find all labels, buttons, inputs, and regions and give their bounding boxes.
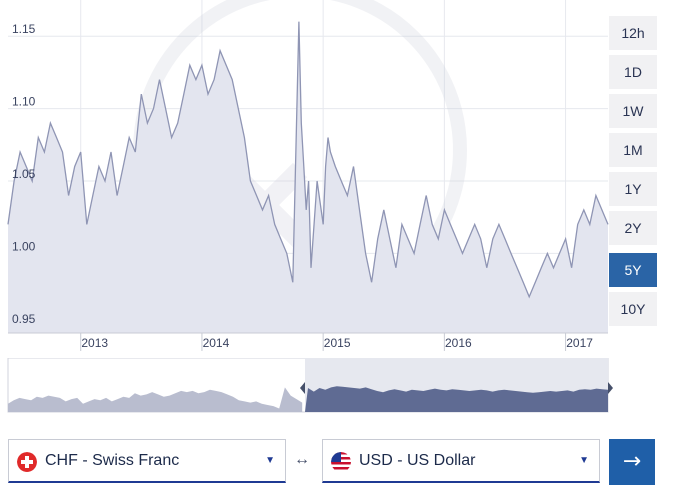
- y-tick-label: 1.05: [12, 167, 36, 181]
- x-axis-ticks: 2013 2014 2015 2016 2017: [80, 333, 593, 351]
- navigator-area-selected: [305, 386, 608, 412]
- navigator-area-unselected: [8, 387, 303, 412]
- x-tick-label: 2015: [324, 336, 351, 350]
- price-area: [8, 21, 608, 333]
- y-tick-label: 1.15: [12, 22, 36, 36]
- x-tick-label: 2013: [81, 336, 108, 350]
- swap-arrows-icon[interactable]: ↔: [294, 451, 310, 468]
- range-button-12h[interactable]: 12h: [609, 16, 657, 50]
- range-button-5y[interactable]: 5Y: [609, 253, 657, 287]
- y-tick-label: 0.95: [12, 312, 36, 326]
- range-button-1m[interactable]: 1M: [609, 133, 657, 167]
- range-button-1w[interactable]: 1W: [609, 94, 657, 128]
- x-tick-label: 2014: [203, 336, 230, 350]
- main-chart: 0.951.001.051.101.15 2013 2014 2015 2016 201…: [7, 0, 609, 351]
- swiss-flag-icon: [17, 452, 37, 472]
- range-button-1y[interactable]: 1Y: [609, 172, 657, 206]
- range-button-2y[interactable]: 2Y: [609, 211, 657, 245]
- y-tick-label: 1.00: [12, 239, 36, 253]
- y-tick-label: 1.10: [12, 95, 36, 109]
- price-line: [7, 21, 609, 299]
- y-axis-ticks: 0.95 1.00 1.05 1.10 1.15: [12, 22, 36, 326]
- from-currency-select[interactable]: CHF - Swiss Franc ▼: [8, 439, 286, 483]
- us-flag-icon: [331, 452, 351, 472]
- to-currency-select[interactable]: USD - US Dollar ▼: [322, 439, 600, 483]
- x-tick-label: 2017: [566, 336, 593, 350]
- from-currency-label: CHF - Swiss Franc: [45, 452, 180, 469]
- range-button-10y[interactable]: 10Y: [609, 292, 657, 326]
- to-currency-label: USD - US Dollar: [359, 452, 476, 469]
- navigator-chart[interactable]: [0, 358, 620, 414]
- navigator-right-handle[interactable]: [608, 382, 613, 394]
- navigator-left-handle[interactable]: [300, 382, 305, 394]
- range-button-1d[interactable]: 1D: [609, 55, 657, 89]
- arrow-right-icon[interactable]: →: [609, 439, 655, 485]
- x-tick-label: 2016: [445, 336, 472, 350]
- chevron-down-icon: ▼: [579, 455, 589, 466]
- chevron-down-icon: ▼: [265, 455, 275, 466]
